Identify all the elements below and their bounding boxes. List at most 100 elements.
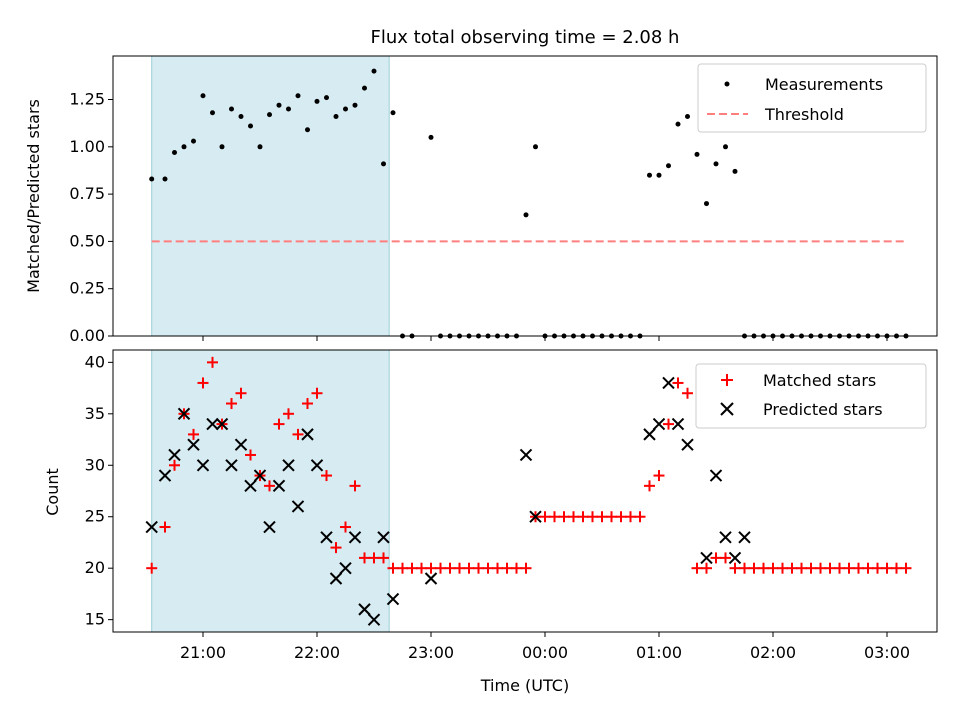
matched-star-point (805, 562, 817, 574)
matched-star-point (406, 562, 418, 574)
matched-star-point (302, 398, 313, 410)
count-y-tick-label: 15 (85, 610, 105, 629)
predicted-star-point (282, 459, 295, 472)
matched-star-point (463, 562, 475, 574)
matched-star-point (834, 562, 845, 574)
count-legend: Matched stars Predicted stars (695, 363, 927, 429)
predicted-star-point (367, 613, 381, 626)
predicted-star-stroke-b (519, 448, 533, 462)
matched-star-point (378, 552, 389, 564)
matched-star-point (416, 562, 427, 574)
predicted-star-point (234, 438, 248, 451)
predicted-star-stroke-b (282, 459, 295, 472)
predicted-star-stroke-b (386, 592, 400, 606)
predicted-star-stroke-b (263, 520, 276, 534)
ratio-y-tick-label: 0.00 (69, 326, 105, 345)
matched-star-point (264, 480, 275, 492)
predicted-star-point (168, 448, 181, 462)
matched-star-point (596, 511, 608, 523)
matched-star-point (615, 511, 627, 523)
predicted-star-stroke-b (206, 417, 219, 431)
count-panel: 15 20 25 30 35 40 21:00 22:00 23:00 00:00 01:00 02… (43, 349, 938, 695)
predicted-star-stroke-b (272, 479, 286, 493)
measurement-point (314, 98, 320, 104)
predicted-star-point (519, 448, 533, 462)
matched-star-point (739, 562, 750, 574)
matched-star-point (767, 562, 779, 574)
count-axes-frame (112, 349, 938, 633)
ratio-y-tick-label: 1.00 (69, 137, 105, 156)
predicted-star-point (187, 438, 200, 451)
predicted-star-point (358, 603, 371, 616)
matched-star-point (435, 562, 446, 574)
matched-star-point (397, 562, 408, 574)
predicted-star-stroke-b (339, 561, 352, 575)
measurement-point (172, 149, 177, 155)
predicted-star-stroke-b (709, 469, 723, 482)
matched-star-point (786, 562, 798, 574)
predicted-star-stroke-b (652, 417, 666, 431)
predicted-star-stroke-b (244, 479, 257, 493)
matched-star-point (729, 562, 741, 574)
matched-star-point (606, 511, 617, 523)
predicted-star-point (339, 561, 352, 575)
time-x-axis-label: Time (UTC) (480, 676, 569, 695)
matched-star-point (653, 470, 665, 482)
predicted-star-point (225, 459, 238, 472)
matched-star-point (159, 521, 171, 533)
measurement-point (219, 144, 225, 150)
time-x-tick-label: 00:00 (522, 643, 568, 662)
predicted-star-stroke-b (738, 531, 751, 544)
matched-star-point (720, 552, 731, 564)
measurement-point (675, 121, 681, 127)
predicted-star-point (263, 520, 276, 534)
matched-star-point (872, 562, 883, 574)
measurement-point (362, 85, 367, 91)
predicted-star-point (196, 459, 210, 472)
matched-star-point (501, 562, 513, 574)
count-y-axis-label: Count (43, 468, 62, 516)
measurement-point (523, 212, 529, 218)
matched-star-point (843, 562, 855, 574)
matched-star-point (758, 562, 769, 574)
legend-predicted-marker (720, 402, 734, 416)
legend-threshold-label: Threshold (764, 105, 844, 124)
measurement-point (305, 127, 310, 133)
measurements-series (149, 68, 909, 339)
measurement-point (333, 114, 339, 120)
matched-star-point (862, 562, 874, 574)
measurement-point (324, 95, 329, 101)
matched-star-point (577, 511, 589, 523)
predicted-star-stroke-b (643, 428, 656, 441)
ratio-y-axis-label: Matched/Predicted stars (24, 99, 43, 293)
predicted-star-point (329, 572, 343, 585)
matched-star-point (691, 562, 703, 574)
measurement-point (713, 161, 719, 167)
predicted-star-point (215, 417, 229, 431)
measurement-point (666, 163, 671, 169)
matched-star-point (273, 418, 285, 430)
predicted-star-stroke-b (158, 469, 172, 482)
matched-star-point (796, 562, 807, 574)
predicted-star-stroke-b (196, 459, 210, 472)
matched-star-point (900, 562, 912, 574)
predicted-star-point (386, 592, 400, 606)
predicted-star-point (662, 376, 675, 390)
ratio-x-axis-ticks (202, 336, 888, 341)
matched-star-point (558, 511, 570, 523)
predicted-star-stroke-b (671, 417, 685, 431)
predicted-star-stroke-b (253, 469, 267, 482)
predicted-star-stroke-b (215, 417, 229, 431)
matched-star-point (881, 562, 893, 574)
matched-star-point (663, 418, 674, 430)
predicted-star-stroke-b (225, 459, 238, 472)
measurement-point (286, 106, 291, 112)
matched-star-point (226, 398, 237, 410)
predicted-star-point (652, 417, 666, 431)
matched-star-point (368, 552, 380, 564)
predicted-star-stroke-b (719, 531, 732, 544)
matched-star-point (511, 562, 522, 574)
matched-star-point (349, 480, 361, 492)
predicted-star-point (681, 438, 694, 451)
measurement-point (723, 144, 728, 150)
